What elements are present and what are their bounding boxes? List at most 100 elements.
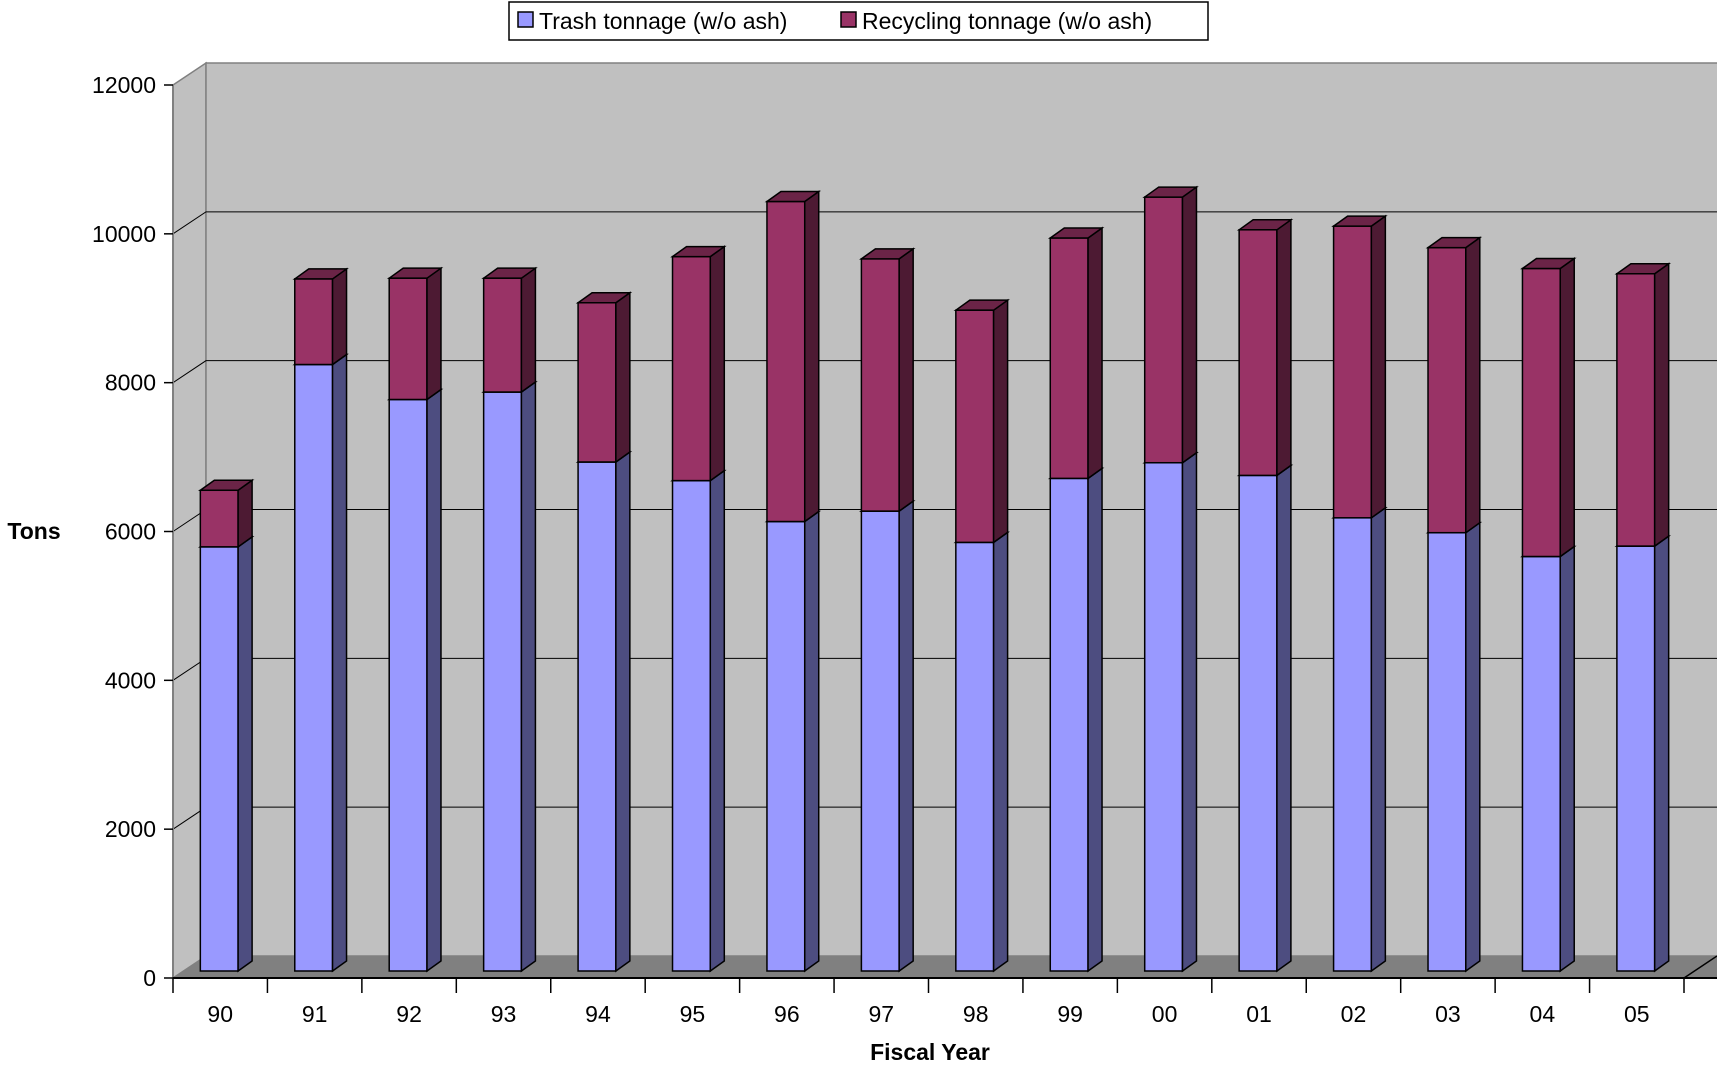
y-tick-label: 12000 bbox=[92, 72, 156, 98]
bar-side bbox=[237, 535, 253, 973]
axes bbox=[164, 84, 1717, 993]
x-tick-label: 00 bbox=[1152, 1001, 1178, 1027]
x-tick-label: 90 bbox=[207, 1001, 233, 1027]
bar-side bbox=[1559, 257, 1575, 558]
bar-front bbox=[1427, 246, 1467, 534]
bar-side bbox=[709, 245, 726, 483]
bar-side bbox=[520, 380, 537, 973]
x-tick-label: 05 bbox=[1624, 1001, 1650, 1027]
bar-side bbox=[992, 298, 1009, 544]
bar-side bbox=[1087, 226, 1103, 480]
bar-front bbox=[1238, 474, 1278, 972]
bar-recycling-93 bbox=[481, 266, 538, 394]
y-tick-labels: 0 2000 4000 6000 8000 10000 12000 bbox=[92, 72, 156, 991]
bar-front bbox=[482, 391, 523, 972]
legend-swatch-trash bbox=[517, 11, 534, 28]
x-tick-label: 98 bbox=[963, 1001, 989, 1027]
bar-trash-99 bbox=[1047, 466, 1105, 973]
bar-front bbox=[199, 489, 239, 548]
bar-side bbox=[331, 267, 348, 366]
bar-side bbox=[426, 266, 442, 401]
x-tick-label: 96 bbox=[774, 1001, 800, 1027]
bar-front bbox=[1521, 555, 1561, 972]
bar-front bbox=[1332, 517, 1373, 972]
x-tick-label: 93 bbox=[491, 1001, 517, 1027]
legend-swatch-recycling bbox=[840, 11, 857, 28]
bar-trash-02 bbox=[1331, 506, 1388, 973]
x-tick-label: 95 bbox=[680, 1001, 706, 1027]
x-tick-labels: 90 91 92 93 94 95 96 97 98 99 00 01 02 03 04 05 bbox=[207, 1001, 1649, 1027]
bar-front bbox=[388, 398, 428, 972]
bar-side bbox=[803, 510, 820, 973]
bar-recycling-92 bbox=[386, 266, 444, 401]
bar-top bbox=[292, 268, 349, 280]
bar-top bbox=[386, 267, 444, 279]
bar-trash-01 bbox=[1236, 463, 1294, 973]
bar-recycling-94 bbox=[575, 291, 633, 464]
bar-recycling-00 bbox=[1142, 185, 1199, 465]
legend-box bbox=[508, 1, 1209, 41]
bar-top bbox=[197, 479, 255, 492]
bar-front bbox=[199, 546, 239, 972]
bar-side bbox=[992, 530, 1009, 973]
bar-recycling-96 bbox=[764, 190, 822, 523]
x-tick-label: 04 bbox=[1530, 1001, 1556, 1027]
bar-front bbox=[1521, 267, 1561, 558]
bar-recycling-04 bbox=[1520, 257, 1577, 558]
bar-front bbox=[1238, 229, 1278, 477]
bar-side bbox=[1181, 185, 1198, 465]
x-tick-label: 99 bbox=[1057, 1001, 1083, 1027]
legend-label-recycling: Recycling tonnage (w/o ash) bbox=[862, 8, 1152, 34]
bar-side bbox=[331, 353, 348, 973]
bar-recycling-02 bbox=[1331, 214, 1388, 520]
bar-side bbox=[1653, 534, 1670, 973]
bar-front bbox=[1427, 531, 1467, 972]
bar-side bbox=[1276, 463, 1292, 973]
bar-top bbox=[481, 267, 538, 279]
bar-front bbox=[1049, 237, 1089, 480]
bar-trash-94 bbox=[575, 450, 633, 973]
bar-front bbox=[955, 309, 995, 544]
bar-side bbox=[1653, 262, 1670, 548]
bar-side bbox=[1181, 451, 1198, 973]
bar-front bbox=[1143, 461, 1184, 972]
bar-trash-96 bbox=[764, 510, 822, 973]
bar-top bbox=[1614, 262, 1672, 275]
bar-front bbox=[482, 277, 523, 393]
bar-recycling-03 bbox=[1425, 236, 1483, 535]
x-axis-title: Fiscal Year bbox=[870, 1039, 990, 1065]
bar-top bbox=[575, 291, 633, 304]
bar-top bbox=[1520, 257, 1577, 270]
bar-front bbox=[1049, 477, 1089, 972]
bar-side bbox=[520, 266, 537, 394]
bar-front bbox=[1616, 545, 1656, 972]
bar-trash-00 bbox=[1142, 451, 1199, 973]
y-axis-title: Tons bbox=[7, 518, 60, 544]
bar-top bbox=[1331, 215, 1388, 227]
bar-recycling-01 bbox=[1236, 218, 1294, 477]
x-tick-label: 94 bbox=[585, 1001, 611, 1027]
bar-trash-91 bbox=[292, 353, 349, 973]
y-tick-label: 6000 bbox=[105, 519, 156, 545]
bar-front bbox=[860, 510, 900, 972]
gridline bbox=[172, 360, 1717, 384]
bar-side bbox=[426, 388, 442, 973]
bar-side bbox=[237, 478, 253, 549]
bar-side bbox=[1465, 236, 1481, 535]
legend: Trash tonnage (w/o ash) Recycling tonnag… bbox=[508, 1, 1209, 41]
bar-front bbox=[1332, 225, 1373, 519]
bar-trash-03 bbox=[1425, 521, 1483, 973]
bar-trash-97 bbox=[859, 499, 916, 973]
bar-side bbox=[1370, 506, 1387, 973]
bar-front bbox=[388, 277, 428, 401]
bar-top bbox=[670, 245, 727, 258]
bar-recycling-90 bbox=[197, 478, 255, 549]
bar-front bbox=[955, 541, 995, 972]
bar-top bbox=[859, 248, 916, 260]
bar-front bbox=[577, 461, 617, 972]
bar-front bbox=[766, 200, 806, 523]
bar-trash-98 bbox=[953, 530, 1010, 973]
bar-front bbox=[766, 520, 806, 972]
bar-recycling-98 bbox=[953, 298, 1010, 544]
